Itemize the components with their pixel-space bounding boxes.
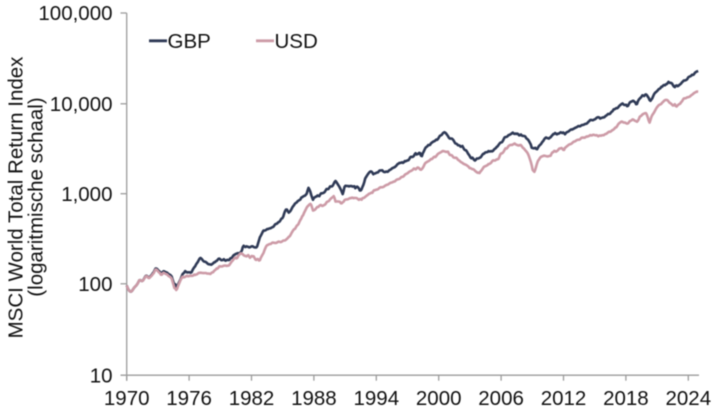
svg-text:100: 100 [78, 273, 112, 296]
svg-text:1976: 1976 [166, 387, 212, 410]
svg-text:2000: 2000 [416, 387, 462, 410]
svg-text:1,000: 1,000 [61, 183, 112, 206]
svg-text:1970: 1970 [104, 387, 150, 410]
svg-text:1982: 1982 [229, 387, 275, 410]
svg-text:USD: USD [275, 30, 318, 53]
svg-text:1988: 1988 [291, 387, 337, 410]
svg-text:MSCI World Total Return Index: MSCI World Total Return Index [5, 56, 28, 339]
svg-text:2024: 2024 [665, 387, 711, 410]
svg-text:2006: 2006 [478, 387, 524, 410]
svg-text:100,000: 100,000 [38, 2, 112, 25]
svg-text:10,000: 10,000 [50, 93, 113, 116]
svg-text:(logaritmische schaal): (logaritmische schaal) [25, 97, 48, 296]
svg-text:2018: 2018 [603, 387, 649, 410]
svg-text:10: 10 [90, 364, 113, 387]
svg-text:1994: 1994 [353, 387, 399, 410]
svg-text:2012: 2012 [541, 387, 587, 410]
svg-text:GBP: GBP [168, 30, 211, 53]
